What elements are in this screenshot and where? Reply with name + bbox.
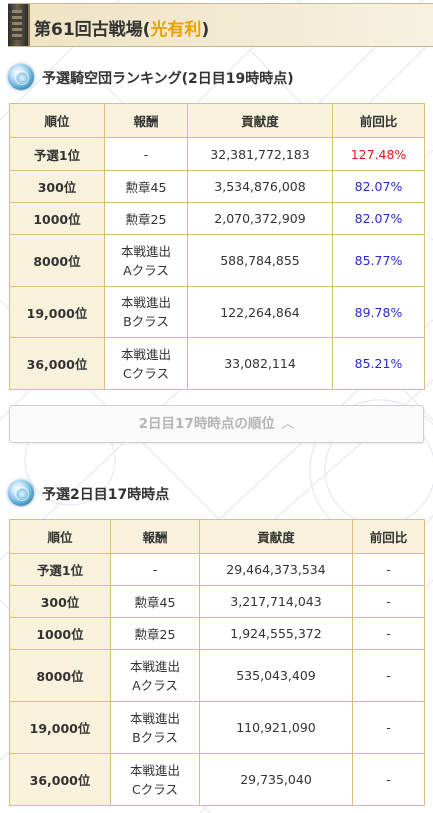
rank-cell: 1000位 <box>9 617 111 650</box>
reward-cell: 本戦進出 Bクラス <box>110 701 200 754</box>
rank-cell: 8000位 <box>9 234 105 287</box>
reward-cell: 本戦進出 Bクラス <box>104 286 188 338</box>
rank-cell: 36,000位 <box>9 753 111 806</box>
reward-line-1: 本戦進出 <box>129 762 180 778</box>
rank-cell: 予選1位 <box>9 553 111 586</box>
ratio-cell: 89.78% <box>332 286 425 338</box>
table-header-row: 順位 報酬 貢献度 前回比 <box>9 103 425 138</box>
reward-line-1: 本戦進出 <box>120 243 171 259</box>
table-row: 19,000位 本戦進出 Bクラス 110,921,090 - <box>9 701 425 754</box>
column-header-reward: 報酬 <box>104 103 188 138</box>
title-emblem-icon <box>8 4 30 46</box>
reward-line-2: Aクラス <box>132 677 178 693</box>
ratio-cell: - <box>352 701 425 754</box>
section1-title: 予選騎空団ランキング(2日目19時時点) <box>42 71 294 87</box>
section2-title: 予選2日目17時時点 <box>42 487 170 503</box>
score-cell: 3,534,876,008 <box>187 170 333 203</box>
title-suffix: ) <box>201 20 210 40</box>
reward-line-1: 本戦進出 <box>120 346 171 362</box>
reward-line-2: Bクラス <box>123 314 169 329</box>
column-header-rank: 順位 <box>9 519 111 554</box>
table-header-row: 順位 報酬 貢献度 前回比 <box>9 519 425 554</box>
title-prefix: 第61回古戦場( <box>34 20 151 40</box>
table-row: 36,000位 本戦進出 Cクラス 33,082,114 85.21% <box>9 337 425 390</box>
reward-cell: 本戦進出 Cクラス <box>104 337 188 390</box>
ratio-cell: - <box>352 553 425 586</box>
reward-line-1: 本戦進出 <box>129 710 180 726</box>
reward-cell: 本戦進出 Cクラス <box>110 753 200 806</box>
column-header-score: 貢献度 <box>187 103 333 138</box>
reward-line-2: Aクラス <box>123 262 169 278</box>
crystal-orb-icon <box>8 64 34 90</box>
score-cell: 1,924,555,372 <box>199 617 353 650</box>
rank-cell: 予選1位 <box>9 137 105 171</box>
chevron-up-icon: ︿ <box>280 416 295 432</box>
ranking-table-previous: 順位 報酬 貢献度 前回比 予選1位 - 29,464,373,534 - 30… <box>9 519 425 806</box>
score-cell: 29,464,373,534 <box>199 553 353 586</box>
reward-cell: 勲章25 <box>110 617 200 650</box>
column-header-ratio: 前回比 <box>352 519 425 554</box>
reward-cell: - <box>104 137 188 171</box>
reward-line-1: 本戦進出 <box>120 295 171 310</box>
rank-cell: 300位 <box>9 585 111 618</box>
reward-cell: - <box>110 553 200 586</box>
rank-cell: 300位 <box>9 170 105 203</box>
reward-cell: 勲章45 <box>110 585 200 618</box>
column-header-rank: 順位 <box>9 103 105 138</box>
ranking-table-current: 順位 報酬 貢献度 前回比 予選1位 - 32,381,772,183 127.… <box>9 103 425 390</box>
page-title: 第61回古戦場(光有利) <box>34 15 209 40</box>
table-row: 予選1位 - 29,464,373,534 - <box>9 553 425 586</box>
ratio-cell: 85.77% <box>332 234 425 287</box>
column-header-ratio: 前回比 <box>332 103 425 138</box>
score-cell: 588,784,855 <box>187 234 333 287</box>
reward-cell: 勲章25 <box>104 202 188 235</box>
reward-line-2: Bクラス <box>132 729 178 745</box>
page-title-bar: 第61回古戦場(光有利) <box>8 3 433 47</box>
rank-cell: 19,000位 <box>9 701 111 754</box>
table-row: 1000位 勲章25 1,924,555,372 - <box>9 617 425 650</box>
column-header-reward: 報酬 <box>110 519 200 554</box>
rank-cell: 19,000位 <box>9 286 105 338</box>
ratio-cell: - <box>352 617 425 650</box>
ratio-cell: - <box>352 585 425 618</box>
score-cell: 33,082,114 <box>187 337 333 390</box>
table-row: 8000位 本戦進出 Aクラス 535,043,409 - <box>9 649 425 702</box>
rank-cell: 1000位 <box>9 202 105 235</box>
table-row: 300位 勲章45 3,217,714,043 - <box>9 585 425 618</box>
score-cell: 2,070,372,909 <box>187 202 333 235</box>
table-row: 8000位 本戦進出 Aクラス 588,784,855 85.77% <box>9 234 425 287</box>
rank-cell: 8000位 <box>9 649 111 702</box>
toggle-past-ranking-button[interactable]: 2日目17時時点の順位 ︿ <box>9 405 424 443</box>
score-cell: 110,921,090 <box>199 701 353 754</box>
score-cell: 3,217,714,043 <box>199 585 353 618</box>
reward-cell: 勲章45 <box>104 170 188 203</box>
reward-line-2: Cクラス <box>132 781 178 797</box>
table-row: 300位 勲章45 3,534,876,008 82.07% <box>9 170 425 203</box>
ratio-cell: 82.07% <box>332 202 425 235</box>
table-row: 36,000位 本戦進出 Cクラス 29,735,040 - <box>9 753 425 806</box>
score-cell: 32,381,772,183 <box>187 137 333 171</box>
rank-cell: 36,000位 <box>9 337 105 390</box>
score-cell: 122,264,864 <box>187 286 333 338</box>
title-accent: 光有利 <box>150 20 202 40</box>
ratio-cell: - <box>352 649 425 702</box>
ratio-cell: 85.21% <box>332 337 425 390</box>
reward-cell: 本戦進出 Aクラス <box>104 234 188 287</box>
crystal-orb-icon <box>8 480 34 506</box>
score-cell: 535,043,409 <box>199 649 353 702</box>
reward-line-1: 本戦進出 <box>129 658 180 674</box>
table-row: 19,000位 本戦進出 Bクラス 122,264,864 89.78% <box>9 286 425 338</box>
toggle-label: 2日目17時時点の順位 <box>138 416 275 432</box>
ratio-cell: - <box>352 753 425 806</box>
column-header-score: 貢献度 <box>199 519 353 554</box>
ratio-cell: 127.48% <box>332 137 425 171</box>
score-cell: 29,735,040 <box>199 753 353 806</box>
table-row: 予選1位 - 32,381,772,183 127.48% <box>9 137 425 171</box>
reward-line-2: Cクラス <box>123 365 169 381</box>
reward-cell: 本戦進出 Aクラス <box>110 649 200 702</box>
table-row: 1000位 勲章25 2,070,372,909 82.07% <box>9 202 425 235</box>
ratio-cell: 82.07% <box>332 170 425 203</box>
